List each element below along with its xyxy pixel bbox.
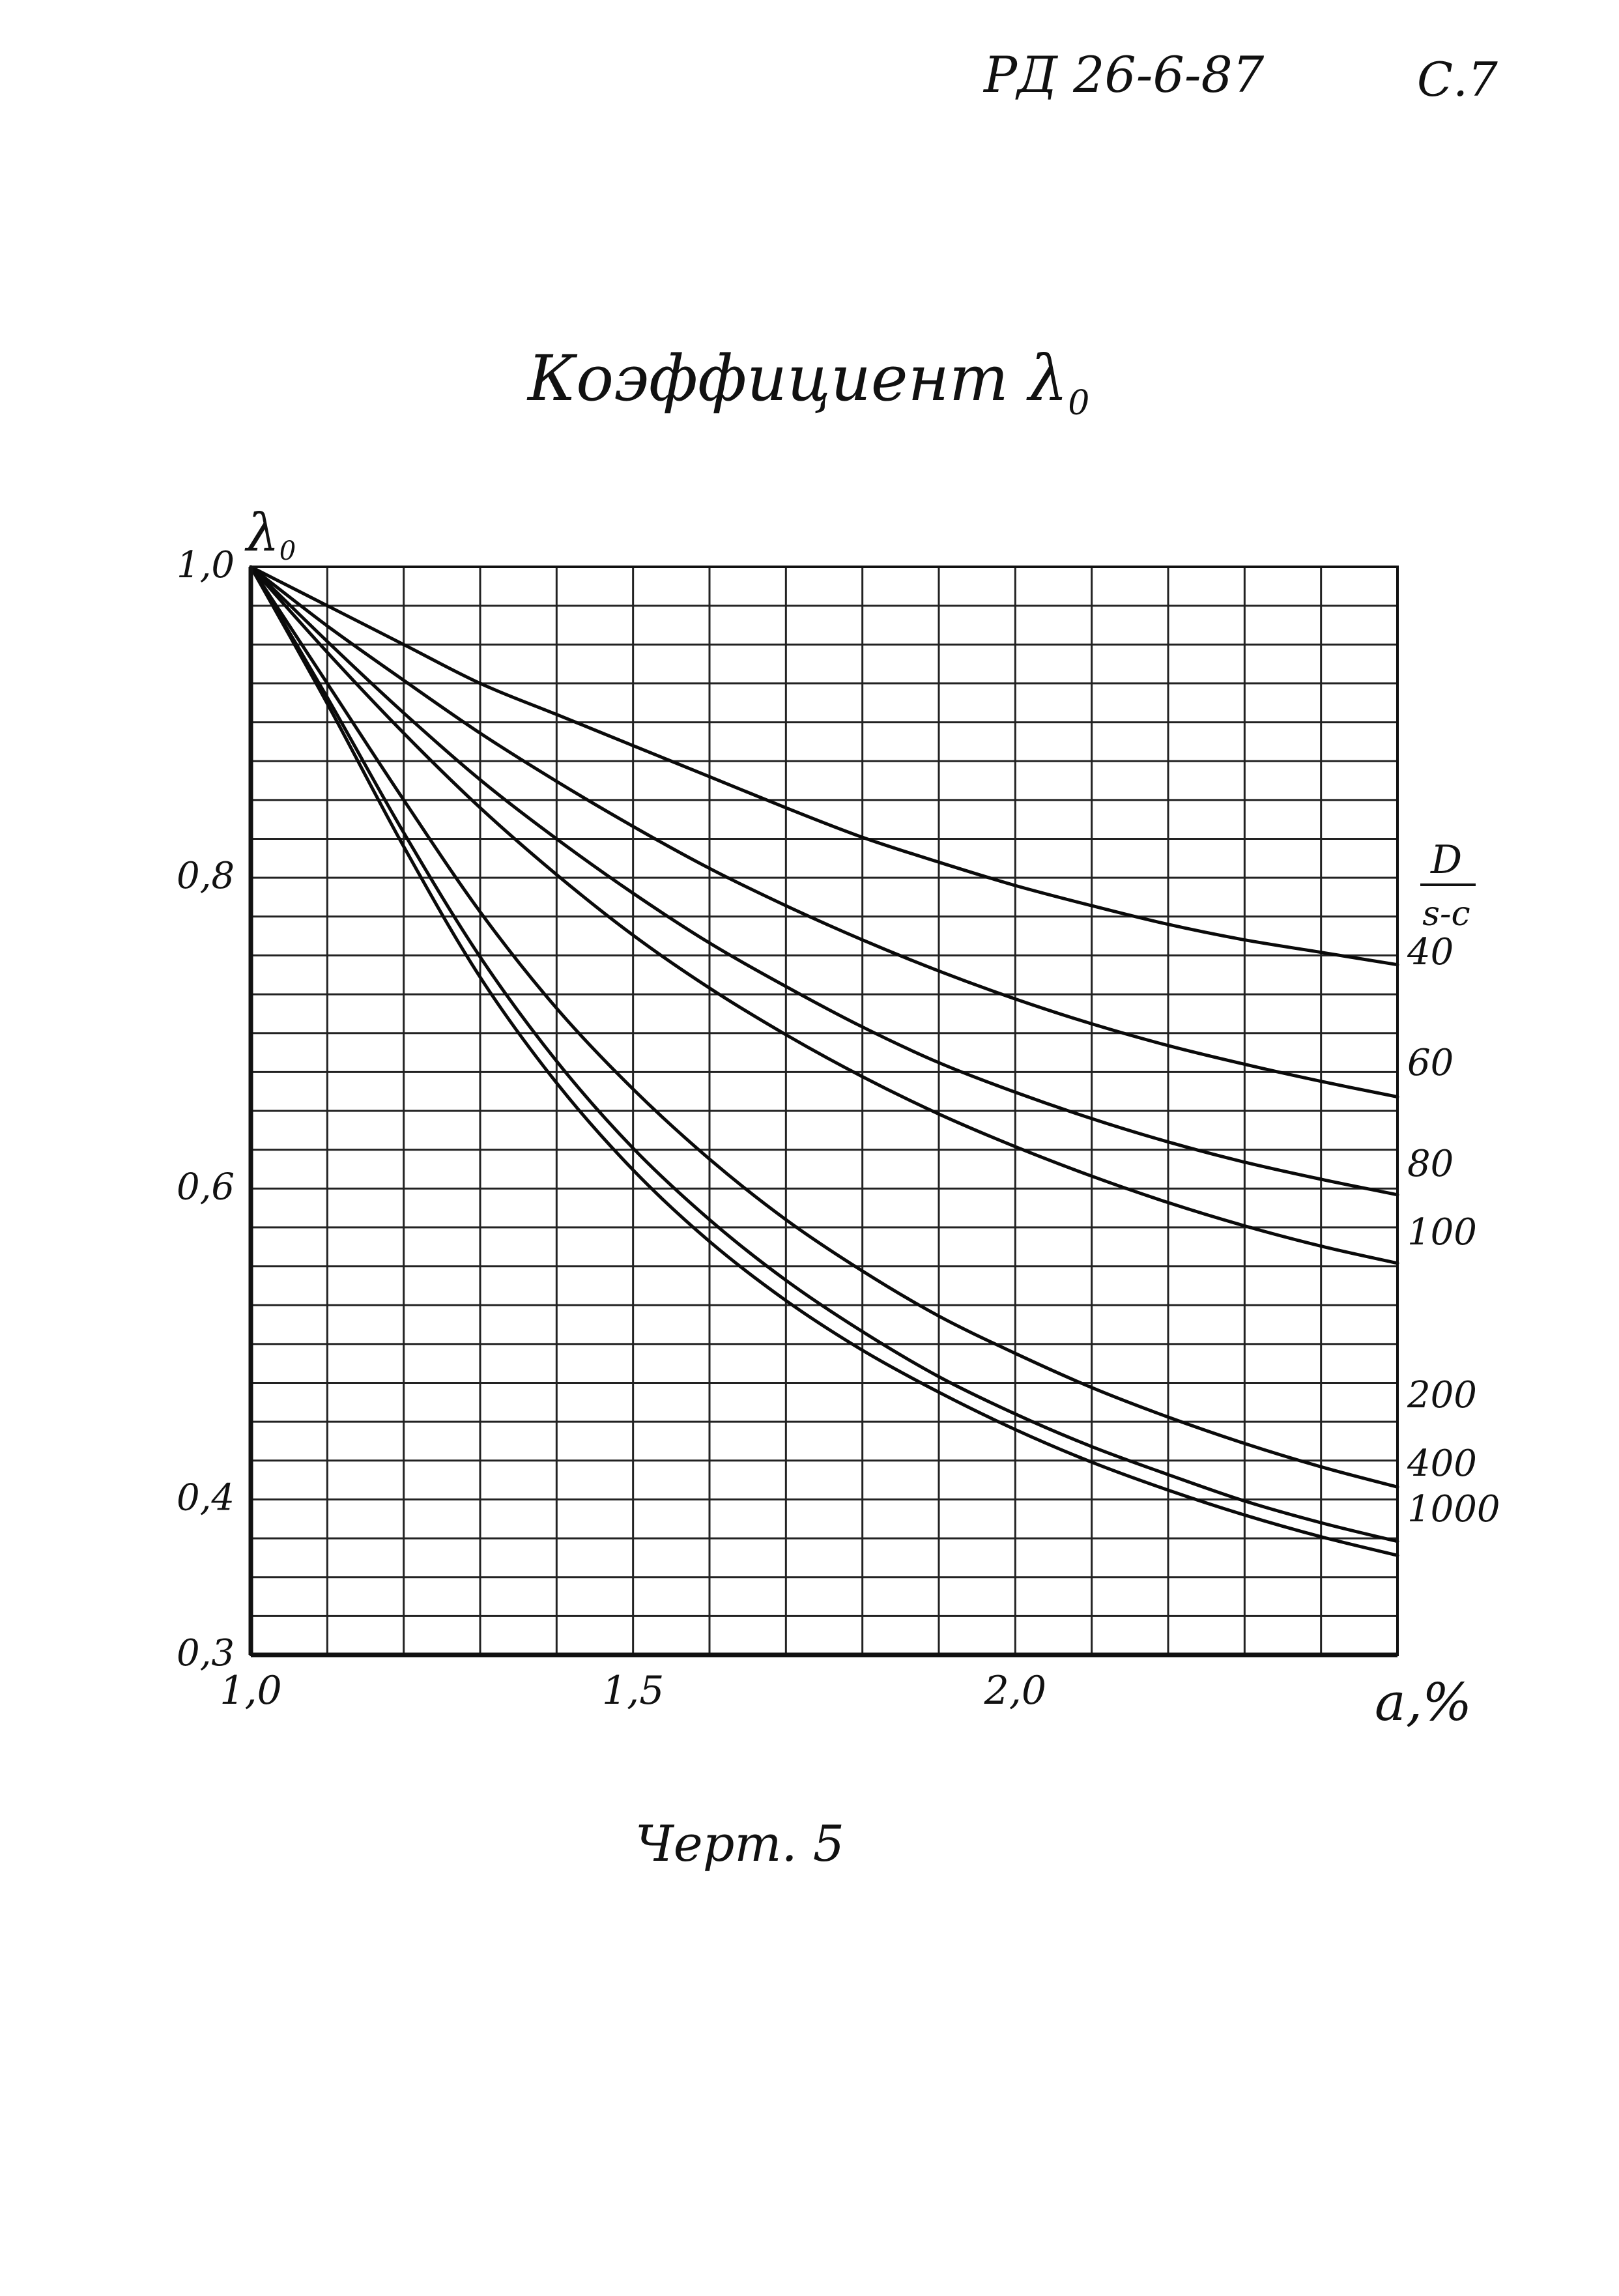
chart-title: Коэффициент λ0 [528,342,1089,423]
series-label-400: 400 [1407,1442,1477,1485]
series-label-1000: 1000 [1407,1488,1500,1530]
series-line-40 [249,565,1399,967]
x-axis-label: a,% [1375,1672,1472,1732]
series-line-200 [249,565,1399,1489]
y-tick-label: 0,4 [177,1476,235,1519]
series-line-1000 [249,565,1399,1557]
series-label-40: 40 [1407,931,1454,973]
x-tick-label: 1,0 [220,1668,281,1714]
series-lines [249,565,1399,1557]
labels: 4060801002004001000Ds-c1,00,80,60,40,31,… [177,502,1500,1732]
series-label-80: 80 [1407,1143,1454,1185]
series-line-100 [249,565,1399,1265]
series-label-100: 100 [1407,1211,1477,1254]
grid [251,567,1397,1655]
series-line-400 [249,565,1399,1543]
series-label-200: 200 [1407,1374,1477,1416]
series-line-80 [249,565,1399,1197]
chart-title-text: Коэффициент λ [528,342,1068,415]
x-tick-label: 1,5 [602,1668,664,1714]
x-tick-label: 2,0 [984,1668,1046,1714]
y-axis-label: λ0 [244,502,296,566]
axes [248,566,1399,1657]
y-tick-label: 1,0 [177,544,235,586]
series-line-60 [249,565,1399,1098]
legend-title-numerator: D [1430,837,1462,883]
chart-title-subscript: 0 [1068,384,1090,423]
page-number: С.7 [1417,52,1498,107]
series-label-60: 60 [1407,1042,1454,1084]
figure-caption: Черт. 5 [635,1815,845,1873]
y-tick-label: 0,6 [177,1166,235,1208]
y-tick-label: 0,3 [177,1632,235,1674]
document-code: РД 26-6-87 [984,46,1265,104]
legend-title-denominator: s-c [1422,895,1470,934]
y-tick-label: 0,8 [177,855,235,897]
